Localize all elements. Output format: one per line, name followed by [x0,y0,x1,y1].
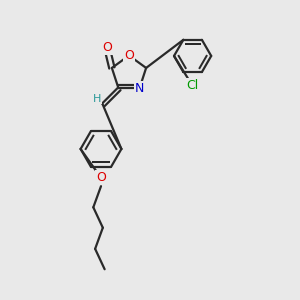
Text: O: O [102,41,112,54]
Text: Cl: Cl [187,80,199,92]
Text: N: N [135,82,144,94]
Text: H: H [93,94,101,103]
Text: O: O [124,49,134,62]
Text: O: O [96,171,106,184]
